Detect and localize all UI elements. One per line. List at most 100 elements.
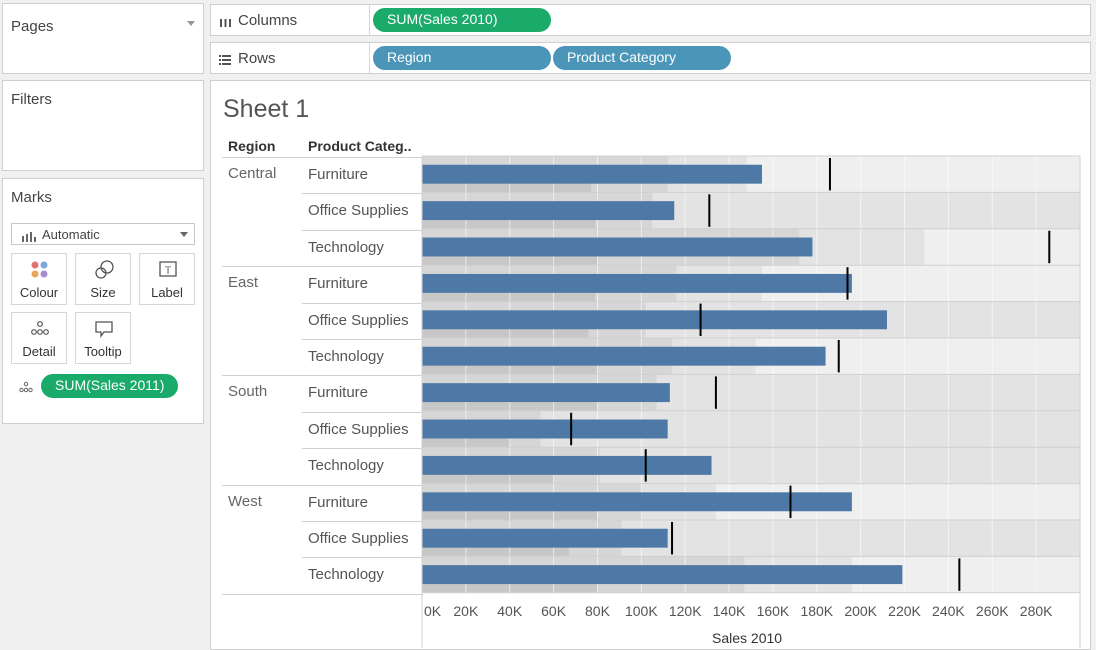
label-icon: T: [159, 261, 177, 277]
x-tick-label: 80K: [585, 603, 611, 619]
label-label: Label: [151, 285, 183, 300]
columns-icon: [220, 14, 231, 32]
rows-icon: [219, 52, 231, 70]
bar: [422, 565, 903, 585]
region-label[interactable]: West: [228, 492, 262, 510]
size-label: Size: [90, 285, 116, 300]
category-label[interactable]: Office Supplies: [308, 311, 409, 329]
bar: [422, 310, 887, 330]
colour-label: Colour: [19, 285, 59, 300]
region-label[interactable]: East: [228, 274, 259, 292]
x-tick-label: 0K: [424, 603, 442, 619]
mark-type-dropdown[interactable]: Automatic: [11, 223, 195, 245]
row-separator: [302, 193, 423, 195]
row-separator: [302, 229, 423, 231]
bar: [422, 164, 762, 184]
marks-title: Marks: [11, 189, 52, 206]
bar: [422, 492, 852, 512]
bar: [422, 419, 668, 439]
category-label[interactable]: Technology: [308, 348, 384, 365]
category-label[interactable]: Furniture: [308, 493, 369, 511]
row-separator: [302, 339, 423, 340]
rows-shelf: Rows Region Product Category: [210, 42, 1091, 74]
x-tick-label: 280K: [1020, 603, 1053, 619]
rows-pill-region[interactable]: Region: [373, 46, 551, 70]
mark-type-label: Automatic: [42, 227, 100, 242]
row-separator: [302, 448, 423, 450]
x-tick-label: 120K: [669, 603, 702, 619]
filters-panel[interactable]: Filters: [2, 80, 204, 171]
detail-field-icon: [19, 380, 33, 398]
x-tick-label: 100K: [625, 603, 658, 619]
tooltip-button[interactable]: Tooltip: [75, 312, 131, 364]
x-tick-label: 180K: [800, 603, 833, 619]
category-label[interactable]: Furniture: [308, 166, 369, 183]
x-tick-label: 40K: [497, 603, 523, 619]
region-header[interactable]: Region: [228, 138, 276, 154]
bar: [422, 237, 813, 257]
x-tick-label: 60K: [541, 603, 567, 619]
region-separator: [222, 375, 423, 377]
row-separator: [302, 411, 423, 413]
x-tick-label: 260K: [976, 603, 1009, 619]
region-separator: [222, 266, 423, 268]
columns-pill-sales-2010[interactable]: SUM(Sales 2010): [373, 8, 551, 32]
size-button[interactable]: Size: [75, 253, 131, 305]
table-bottom-separator: [222, 593, 423, 595]
x-tick-label: 240K: [932, 603, 965, 619]
detail-button[interactable]: Detail: [11, 312, 67, 364]
category-label[interactable]: Furniture: [308, 384, 369, 402]
region-separator: [222, 157, 423, 158]
pages-panel: Pages: [2, 3, 204, 74]
row-separator: [302, 302, 423, 304]
marks-panel: Marks Automatic Colour Size T Label: [2, 178, 204, 424]
label-button[interactable]: T Label: [139, 253, 195, 305]
size-icon: [95, 260, 114, 279]
filters-title: Filters: [11, 91, 52, 108]
x-tick-label: 140K: [713, 603, 746, 619]
region-label[interactable]: Central: [228, 165, 277, 182]
bar: [422, 201, 675, 221]
bar: [422, 383, 670, 403]
category-label[interactable]: Furniture: [308, 275, 369, 293]
bar-chart-icon: [22, 230, 36, 245]
x-tick-label: 160K: [757, 603, 790, 619]
chevron-down-icon: [180, 232, 188, 237]
tooltip-icon: [95, 321, 113, 338]
pages-title: Pages: [11, 18, 54, 35]
rows-divider: [369, 43, 370, 73]
category-label[interactable]: Office Supplies: [308, 202, 409, 220]
columns-shelf: Columns SUM(Sales 2010): [210, 4, 1091, 36]
category-label[interactable]: Technology: [308, 238, 384, 256]
bar: [422, 455, 712, 475]
columns-divider: [369, 5, 370, 35]
category-label[interactable]: Office Supplies: [308, 420, 409, 438]
colour-icon: [31, 261, 48, 278]
detail-label: Detail: [22, 344, 56, 359]
x-tick-label: 220K: [888, 603, 921, 619]
rows-label: Rows: [238, 50, 276, 67]
category-header[interactable]: Product Categ..: [308, 138, 412, 154]
svg-text:T: T: [165, 266, 171, 277]
row-separator: [302, 521, 423, 522]
detail-icon: [31, 321, 49, 335]
tooltip-label: Tooltip: [84, 344, 122, 359]
category-label[interactable]: Technology: [308, 457, 384, 475]
category-label[interactable]: Office Supplies: [308, 530, 409, 547]
bar: [422, 528, 668, 548]
colour-button[interactable]: Colour: [11, 253, 67, 305]
pages-dropdown-icon[interactable]: [187, 21, 195, 26]
rows-pill-product-category[interactable]: Product Category: [553, 46, 731, 70]
bar: [422, 346, 826, 366]
row-separator: [302, 557, 423, 559]
sales-2011-pill[interactable]: SUM(Sales 2011): [41, 374, 179, 398]
region-separator: [222, 484, 423, 486]
x-axis-title: Sales 2010: [712, 630, 783, 646]
columns-label: Columns: [238, 12, 298, 29]
x-tick-label: 20K: [453, 603, 479, 619]
x-tick-label: 200K: [844, 603, 877, 619]
sheet-title: Sheet 1: [223, 95, 310, 123]
category-label[interactable]: Technology: [308, 566, 384, 584]
region-label[interactable]: South: [228, 383, 268, 401]
